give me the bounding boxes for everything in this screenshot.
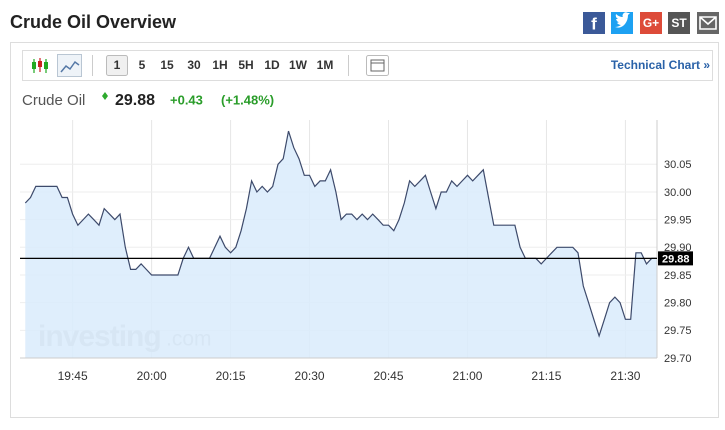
interval-button[interactable]: 1M [317,58,334,72]
x-tick-label: 20:30 [295,369,325,383]
quote-change-percent: (+1.48%) [221,92,274,107]
candle [38,61,42,67]
line-chart-button[interactable] [57,54,82,77]
y-tick-label: 30.05 [664,159,692,171]
y-tick-label: 29.80 [664,298,692,310]
x-tick-label: 21:00 [452,369,482,383]
interval-button[interactable]: 30 [187,58,201,72]
line-icon [60,60,80,73]
quote-change: +0.43 [170,92,203,107]
googleplus-icon[interactable] [640,12,662,34]
up-arrow [102,92,108,100]
candle [44,62,48,69]
x-tick-label: 19:45 [58,369,88,383]
interval-button[interactable]: 1H [212,58,227,72]
interval-button[interactable]: 1 [114,58,121,72]
interval-button[interactable]: 1W [289,58,308,72]
y-tick-label: 29.75 [664,325,692,337]
panel-icon [370,59,385,72]
y-tick-label: 29.70 [664,353,692,365]
twitter-bird [615,12,630,28]
y-tick-label: 30.00 [664,187,692,199]
quote-name: Crude Oil [22,92,85,109]
x-tick-label: 21:15 [531,369,561,383]
panel-button[interactable] [366,55,389,76]
interval-button[interactable]: 5 [139,58,146,72]
interval-selected[interactable] [106,55,128,76]
interval-button[interactable]: 1D [264,58,280,72]
y-tick-label: 29.85 [664,270,692,282]
quote-price: 29.88 [115,92,155,109]
googleplus-label: G+ [643,16,659,30]
facebook-label: f [591,14,597,33]
technical-chart-link[interactable]: Technical Chart » [611,58,710,72]
title: Crude Oil Overview [10,12,177,32]
x-tick-label: 20:45 [373,369,403,383]
y-tick-label: 29.95 [664,215,692,227]
x-tick-label: 20:00 [137,369,167,383]
interval-button[interactable]: 15 [160,58,174,72]
candles-icon[interactable] [32,58,48,73]
facebook-icon[interactable] [583,12,605,34]
x-tick-label: 21:30 [610,369,640,383]
interval-button[interactable]: 5H [238,58,253,72]
stocktwits-label: ST [671,16,687,30]
envelope [699,16,717,30]
area [25,131,657,358]
price-tag-label: 29.88 [662,253,690,265]
candle [32,62,36,69]
price-tag [658,251,693,266]
line [24,130,657,338]
x-tick-label: 20:15 [216,369,246,383]
stocktwits-icon[interactable] [668,12,690,34]
y-tick-label: 29.90 [664,242,692,254]
